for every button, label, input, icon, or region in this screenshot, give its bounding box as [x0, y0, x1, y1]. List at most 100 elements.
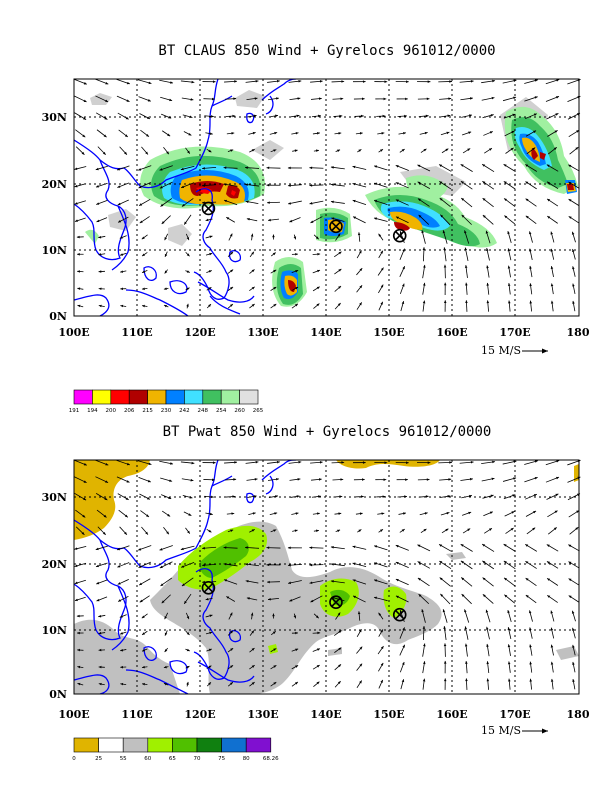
wind-arrow — [225, 495, 236, 498]
wind-arrow — [98, 682, 105, 686]
wind-arrow — [98, 287, 105, 291]
wind-arrow — [503, 560, 516, 570]
wind-arrow — [331, 461, 345, 464]
wind-arrow — [399, 644, 406, 656]
wind-arrow — [290, 495, 300, 498]
wind-arrow — [139, 113, 151, 120]
wind-arrow — [460, 197, 473, 208]
wind-arrow — [159, 561, 173, 569]
wind-arrow — [228, 233, 233, 241]
wind-arrow — [422, 282, 426, 295]
wind-arrow — [334, 512, 342, 515]
wind-arrow — [396, 97, 408, 101]
wind-arrow — [292, 529, 298, 533]
wind-arrow — [550, 266, 554, 277]
wind-arrow — [464, 247, 469, 262]
wind-arrow — [160, 113, 172, 119]
wind-arrow — [73, 476, 87, 484]
wind-arrow — [249, 148, 255, 153]
colorbar-swatch — [128, 389, 148, 405]
wind-arrow — [227, 286, 234, 291]
wind-arrow — [503, 543, 516, 552]
wind-arrow — [205, 631, 213, 635]
wind-arrow — [117, 182, 130, 188]
wind-arrow — [141, 252, 148, 257]
wind-arrow — [395, 561, 409, 568]
wind-arrow — [160, 198, 173, 207]
wind-arrow — [266, 563, 281, 567]
wind-arrow — [529, 661, 533, 673]
wind-arrow — [117, 579, 129, 585]
wind-arrow — [550, 644, 554, 656]
wind-arrow — [547, 215, 558, 224]
wind-arrow — [270, 269, 277, 274]
wind-arrow — [399, 248, 405, 261]
colorbar-label: 65 — [169, 756, 176, 762]
wind-arrow — [164, 647, 168, 653]
wind-arrow — [572, 266, 576, 277]
wind-arrow — [224, 461, 238, 464]
wind-arrow — [141, 146, 149, 155]
wind-arrow — [266, 580, 280, 584]
wind-arrow — [95, 476, 109, 484]
wind-arrow — [223, 166, 238, 170]
wind-arrow — [141, 613, 148, 619]
x-tick-label: 110E — [121, 326, 152, 339]
wind-arrow — [98, 270, 105, 273]
wind-arrow — [183, 593, 192, 605]
wind-arrow — [309, 200, 324, 205]
wind-arrow — [119, 614, 127, 618]
wind-arrow — [288, 79, 302, 83]
wind-arrow — [74, 562, 87, 568]
wind-arrow — [481, 79, 496, 84]
wind-arrow — [545, 460, 560, 466]
wind-arrow — [159, 79, 174, 84]
wind-arrow — [97, 146, 106, 156]
wind-arrow — [312, 252, 321, 256]
wind-arrow — [268, 114, 279, 118]
graticule — [74, 460, 579, 694]
wind-arrow — [309, 580, 324, 585]
wind-arrow — [352, 461, 366, 464]
wind-arrow — [482, 114, 494, 119]
wind-arrow — [460, 543, 473, 552]
wind-arrow — [395, 216, 409, 224]
gyreloc-marker — [392, 228, 407, 243]
wind-arrow — [441, 528, 449, 534]
wind-arrow — [507, 248, 512, 261]
wind-arrow — [481, 460, 496, 465]
wind-arrow — [267, 218, 279, 222]
wind-arrow — [333, 114, 343, 118]
wind-arrow — [141, 648, 148, 652]
wind-arrow — [421, 230, 426, 244]
wind-arrow — [507, 678, 511, 690]
wind-arrow — [116, 95, 130, 103]
wind-arrow — [95, 182, 108, 188]
wind-arrow — [183, 131, 192, 136]
x-tick-label: 120E — [184, 326, 215, 339]
wind-arrow — [247, 114, 257, 118]
wind-arrow — [269, 131, 278, 135]
wind-arrow — [330, 200, 345, 204]
gyreloc-markers — [201, 581, 407, 622]
wind-arrow — [335, 149, 341, 153]
wind-arrow — [291, 131, 299, 135]
wind-arrow — [572, 644, 576, 656]
wind-arrow — [223, 562, 238, 567]
colorbar-swatch — [122, 737, 149, 753]
wind-arrow — [417, 478, 430, 481]
wind-arrow — [288, 460, 302, 464]
wind-arrow — [330, 183, 345, 187]
wind-arrow — [525, 113, 538, 120]
wind-arrow — [310, 80, 323, 83]
wind-arrow — [550, 678, 554, 690]
wind-arrow — [206, 148, 212, 153]
wind-arrow — [524, 96, 538, 102]
wind-arrow — [74, 596, 86, 602]
wind-arrow — [481, 543, 495, 552]
wind-arrow — [185, 648, 190, 652]
x-tick-label: 150E — [373, 708, 404, 721]
x-tick-label: 130E — [247, 708, 278, 721]
wind-arrow — [525, 130, 537, 137]
